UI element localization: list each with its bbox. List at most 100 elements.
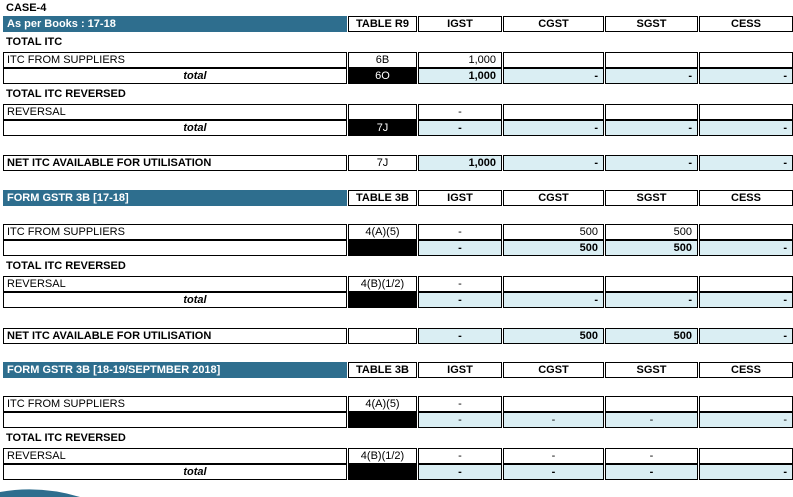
row-sgst: - (605, 292, 698, 308)
row-label: NET ITC AVAILABLE FOR UTILISATION (3, 328, 347, 344)
row-cgst: - (503, 292, 604, 308)
row-cgst (503, 52, 604, 68)
header-table: TABLE 3B (348, 190, 417, 206)
corner-decoration (0, 489, 80, 497)
row-sgst: - (605, 68, 698, 84)
header-cess: CESS (699, 16, 793, 32)
row-sgst: - (605, 464, 698, 480)
header-sgst: SGST (605, 190, 698, 206)
header-sgst: SGST (605, 16, 698, 32)
row-cgst: 500 (503, 328, 604, 344)
row-cgst (503, 276, 604, 292)
row-table: 4(B)(1/2) (348, 448, 417, 464)
row-igst: 1,000 (418, 68, 502, 84)
row-cess: - (699, 68, 793, 84)
row-cess (699, 396, 793, 412)
row-sgst: - (605, 120, 698, 136)
row-sgst: - (605, 155, 698, 171)
row-table (348, 412, 417, 428)
case-title: CASE-4 (6, 2, 47, 14)
section-total-itc: TOTAL ITC (6, 36, 63, 48)
header-cgst: CGST (503, 190, 604, 206)
row-igst: - (418, 292, 502, 308)
books-title: As per Books : 17-18 (3, 16, 347, 32)
gstr3b-1718-title: FORM GSTR 3B [17-18] (3, 190, 347, 206)
row-cgst: - (503, 464, 604, 480)
row-cgst: 500 (503, 224, 604, 240)
row-igst: 1,000 (418, 155, 502, 171)
row-label: ITC FROM SUPPLIERS (3, 224, 347, 240)
row-table: 4(B)(1/2) (348, 276, 417, 292)
row-table: 6B (348, 52, 417, 68)
row-cgst: - (503, 448, 604, 464)
row-sgst (605, 52, 698, 68)
header-igst: IGST (418, 362, 502, 378)
row-table (348, 240, 417, 256)
row-sgst (605, 104, 698, 120)
row-table (348, 464, 417, 480)
row-cess (699, 52, 793, 68)
row-cgst: - (503, 412, 604, 428)
row-table: 4(A)(5) (348, 396, 417, 412)
row-cess (699, 448, 793, 464)
row-igst: - (418, 224, 502, 240)
row-table (348, 104, 417, 120)
row-igst: - (418, 240, 502, 256)
header-igst: IGST (418, 190, 502, 206)
row-label: total (3, 120, 347, 136)
row-sgst: 500 (605, 240, 698, 256)
header-table: TABLE 3B (348, 362, 417, 378)
row-cess: - (699, 292, 793, 308)
row-sgst: 500 (605, 328, 698, 344)
row-cess: - (699, 328, 793, 344)
row-label (3, 412, 347, 428)
section-total-itc-reversed: TOTAL ITC REVERSED (6, 88, 126, 100)
section-total-itc-reversed: TOTAL ITC REVERSED (6, 260, 126, 272)
row-cess: - (699, 240, 793, 256)
row-igst: - (418, 120, 502, 136)
row-cgst: - (503, 120, 604, 136)
row-label (3, 240, 347, 256)
row-cess (699, 276, 793, 292)
row-igst: - (418, 104, 502, 120)
row-cess (699, 104, 793, 120)
row-igst: - (418, 276, 502, 292)
gstr3b-1819-title: FORM GSTR 3B [18-19/SEPTMBER 2018] (3, 362, 347, 378)
row-cess: - (699, 155, 793, 171)
header-table: TABLE R9 (348, 16, 417, 32)
row-label: ITC FROM SUPPLIERS (3, 52, 347, 68)
row-table: 4(A)(5) (348, 224, 417, 240)
row-label: REVERSAL (3, 276, 347, 292)
row-cgst: - (503, 68, 604, 84)
header-igst: IGST (418, 16, 502, 32)
row-label: total (3, 292, 347, 308)
row-cgst: - (503, 155, 604, 171)
row-table: 6O (348, 68, 417, 84)
row-label: ITC FROM SUPPLIERS (3, 396, 347, 412)
row-sgst: - (605, 448, 698, 464)
row-cgst (503, 104, 604, 120)
row-igst: - (418, 464, 502, 480)
row-igst: - (418, 396, 502, 412)
row-igst: - (418, 448, 502, 464)
row-igst: 1,000 (418, 52, 502, 68)
row-table (348, 328, 417, 344)
row-cgst: 500 (503, 240, 604, 256)
row-sgst (605, 396, 698, 412)
row-label: REVERSAL (3, 448, 347, 464)
row-cess: - (699, 412, 793, 428)
header-sgst: SGST (605, 362, 698, 378)
row-table (348, 292, 417, 308)
row-table: 7J (348, 155, 417, 171)
row-sgst: - (605, 412, 698, 428)
row-sgst: 500 (605, 224, 698, 240)
row-igst: - (418, 328, 502, 344)
section-total-itc-reversed: TOTAL ITC REVERSED (6, 432, 126, 444)
header-cgst: CGST (503, 16, 604, 32)
row-label: total (3, 464, 347, 480)
row-cess (699, 224, 793, 240)
corner-swoosh (0, 489, 80, 497)
row-cess: - (699, 464, 793, 480)
row-cess: - (699, 120, 793, 136)
row-cgst (503, 396, 604, 412)
